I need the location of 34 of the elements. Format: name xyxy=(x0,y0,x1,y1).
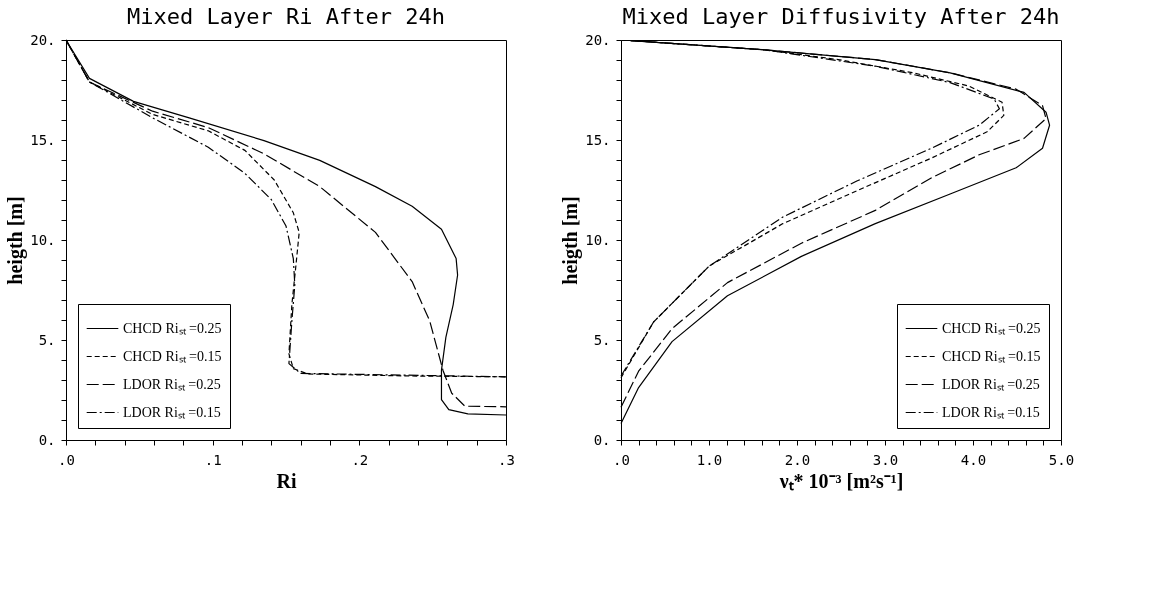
x-tick-label: .1 xyxy=(204,451,222,468)
x-tick-label: 2.0 xyxy=(784,451,811,468)
legend-label: LDOR Riₛₜ =0.15 xyxy=(123,404,221,420)
y-tick-label: 5. xyxy=(38,331,56,348)
y-axis-title: heigth [m] xyxy=(559,196,583,285)
x-tick-label: .0 xyxy=(613,451,630,468)
chart-title: Mixed Layer Diffusivity After 24h xyxy=(622,4,1060,29)
x-tick-label: 5.0 xyxy=(1048,451,1075,468)
y-tick-label: 20. xyxy=(585,31,611,48)
y-tick-label: 15. xyxy=(585,131,611,148)
legend-label: CHCD Riₛₜ =0.15 xyxy=(942,348,1041,364)
legend-label: LDOR Riₛₜ =0.25 xyxy=(942,376,1040,392)
x-tick-label: 4.0 xyxy=(960,451,987,468)
legend-label: CHCD Riₛₜ =0.25 xyxy=(942,320,1041,336)
x-tick-label: 1.0 xyxy=(696,451,723,468)
legend-label: CHCD Riₛₜ =0.25 xyxy=(123,320,222,336)
x-axis-title: Ri xyxy=(276,469,297,492)
chart-title: Mixed Layer Ri After 24h xyxy=(127,4,445,29)
y-tick-label: 10. xyxy=(585,231,611,248)
y-axis-title: heigth [m] xyxy=(4,196,28,285)
legend-label: LDOR Riₛₜ =0.25 xyxy=(123,376,221,392)
y-tick-label: 0. xyxy=(38,431,56,448)
y-tick-label: 5. xyxy=(593,331,611,348)
legend-label: CHCD Riₛₜ =0.15 xyxy=(123,348,222,364)
x-tick-label: .3 xyxy=(498,451,515,468)
y-tick-label: 20. xyxy=(30,31,56,48)
legend-label: LDOR Riₛₜ =0.15 xyxy=(942,404,1040,420)
y-tick-label: 10. xyxy=(30,231,56,248)
y-tick-label: 0. xyxy=(593,431,611,448)
x-tick-label: 3.0 xyxy=(872,451,899,468)
y-tick-label: 15. xyxy=(30,131,56,148)
x-axis-title: νₜ* 10⁻³ [m²s⁻¹] xyxy=(778,469,904,492)
x-tick-label: .0 xyxy=(58,451,75,468)
x-tick-label: .2 xyxy=(351,451,369,468)
